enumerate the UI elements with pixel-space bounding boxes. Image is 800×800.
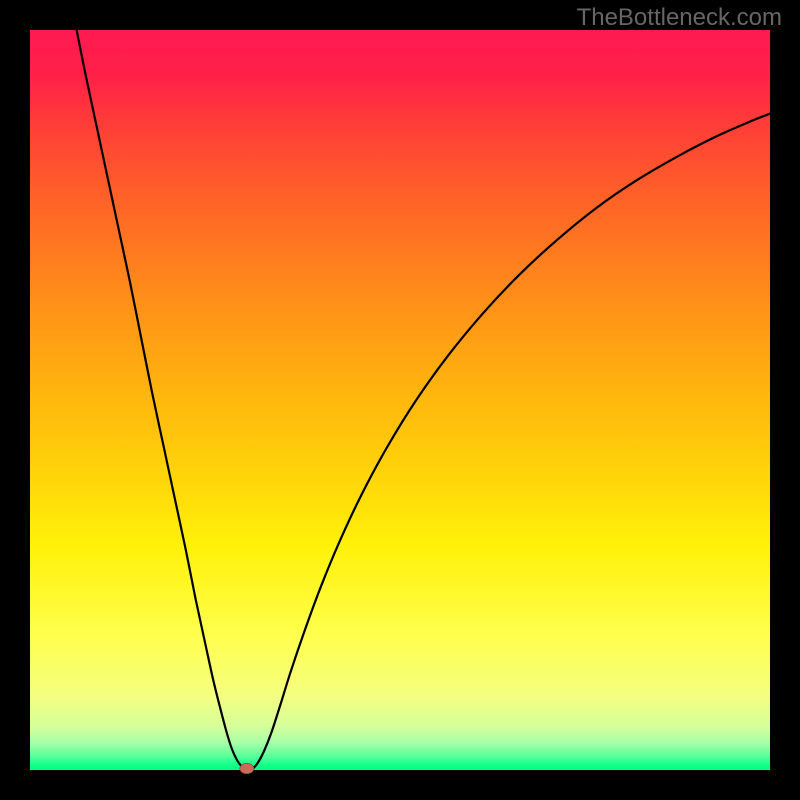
plot-background (30, 30, 770, 770)
optimal-point-marker (240, 763, 254, 773)
watermark-text: TheBottleneck.com (577, 4, 782, 32)
bottleneck-chart (0, 0, 800, 800)
chart-container: TheBottleneck.com (0, 0, 800, 800)
